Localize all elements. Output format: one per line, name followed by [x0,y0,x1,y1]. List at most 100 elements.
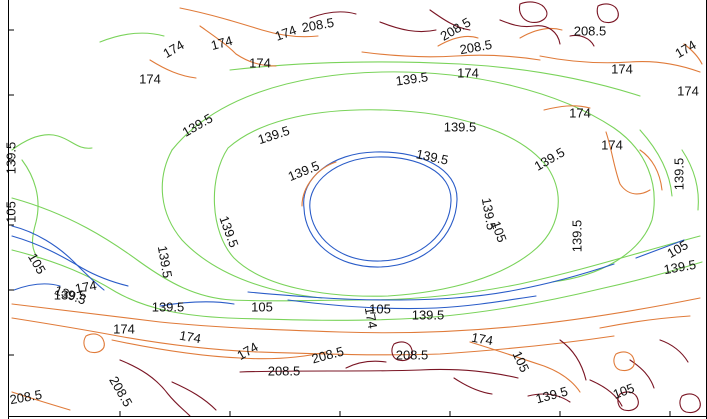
contour-line-208-5-46 [171,381,217,411]
contour-label-12: 174 [677,83,699,98]
contour-line-174-35 [605,131,651,195]
contour-line-174-38 [437,35,479,47]
contour-label-10: 174 [611,61,633,76]
contour-line-105-17 [247,263,615,301]
contour-line-174-33 [519,27,563,39]
contour-label-13: 139.5 [395,69,429,88]
contour-line-208-5-43 [569,34,595,47]
contour-line-208-5-57 [617,391,639,412]
contour-label-43: 174 [178,328,202,347]
contour-label-15: 174 [569,105,591,120]
contour-line-208-5-58 [679,393,701,414]
contour-line-105-21 [13,283,61,291]
contour-line-208-5-48 [589,379,623,407]
contour-line-174-31 [361,51,541,61]
contour-lines [11,1,703,417]
contour-line-139-5-8 [11,249,703,321]
contour-line-208-5-49 [629,359,655,389]
contour-line-208-5-51 [453,377,493,395]
contour-line-208-5-52 [345,360,387,369]
contour-label-28: 105 [488,219,510,245]
contour-line-105-18 [287,295,537,310]
contour-label-2: 174 [209,33,234,53]
contour-line-208-5-53 [659,339,689,363]
contour-line-208-5-44 [239,368,519,379]
contour-line-139-5-12 [639,129,673,197]
contour-label-1: 174 [273,22,299,44]
contour-label-23: 139.5 [3,142,18,175]
contour-line-174-36 [639,149,663,191]
contour-line-139-5-9 [11,134,93,151]
contour-line-208-5-55 [596,3,619,24]
contour-line-139-5-4 [213,109,559,297]
contour-label-27: 139.5 [479,196,499,231]
contour-line-139-5-7 [11,197,701,302]
contour-label-30: 139.5 [671,158,686,191]
contour-label-32: 139.5 [662,257,697,277]
contour-line-208-5-56 [391,341,413,362]
contour-line-208-5-41 [429,9,471,31]
contour-line-105-16 [11,225,105,291]
contour-label-18: 139.5 [444,119,477,134]
contour-line-174-29 [199,25,277,67]
contour-line-105-19 [159,301,235,307]
contour-line-208-5-47 [559,339,587,381]
contour-line-174-22 [11,297,701,334]
contour-line-174-28 [179,7,319,38]
contour-line-105-1 [303,151,458,268]
contour-label-21: 139.5 [415,146,450,167]
contour-line-208-5-40 [379,21,437,33]
contour-label-38: 105 [251,299,273,314]
contour-label-3: 174 [249,55,271,70]
contour-label-29: 139.5 [569,220,584,253]
contour-label-53: 105 [611,380,637,402]
contour-line-139-5-13 [99,32,165,43]
contour-label-9: 174 [139,71,161,86]
contour-label-4: 208.5 [300,15,335,35]
contour-labels: 174174174208.5174208.5208.5208.517417417… [3,14,698,409]
contour-line-208-5-50 [527,393,571,403]
contour-label-44: 174 [470,330,494,349]
contour-line-174-27 [11,391,71,411]
contour-line-174-37 [683,43,703,65]
contour-line-174-26 [599,315,691,329]
contour-line-105-2 [309,156,452,262]
contour-label-37: 139.5 [152,299,185,314]
contour-label-49: 208.5 [268,363,301,378]
contour-line-139-5-11 [681,149,699,211]
axis-ticks [8,29,671,416]
contour-line-174-25 [469,341,581,393]
contour-line-174-23 [11,317,615,356]
contour-line-208-5-39 [309,11,357,19]
contour-line-208-5-45 [119,359,191,417]
contour-label-26: 139.5 [155,244,175,279]
contour-line-174-3 [301,161,337,207]
contour-label-7: 208.5 [458,37,493,57]
contour-line-208-5-54 [518,1,548,23]
contour-line-174-32 [539,55,701,73]
contour-label-42: 174 [113,321,135,336]
contour-label-48: 208.5 [396,347,429,362]
contour-line-139-5-6 [161,149,323,299]
contour-label-35: 174 [74,278,98,297]
contour-line-208-5-42 [499,19,561,45]
contour-line-174-60 [613,351,635,372]
contour-line-174-59 [83,333,105,354]
contour-line-105-15 [11,235,129,287]
contour-label-14: 174 [457,65,479,80]
contour-line-174-34 [543,105,591,111]
contour-label-41: 174 [362,306,381,330]
contour-label-24: 105 [3,201,18,223]
contour-line-105-20 [635,239,685,259]
contour-label-40: 139.5 [412,307,445,322]
contour-line-139-5-10 [21,159,39,259]
contour-line-139-5-14 [229,61,641,97]
contour-line-174-24 [111,339,327,360]
contour-label-39: 105 [369,301,391,316]
contour-line-174-30 [149,59,197,79]
contour-label-19: 174 [601,137,623,152]
contour-label-8: 208.5 [574,23,607,38]
contour-label-45: 208.5 [8,387,43,407]
